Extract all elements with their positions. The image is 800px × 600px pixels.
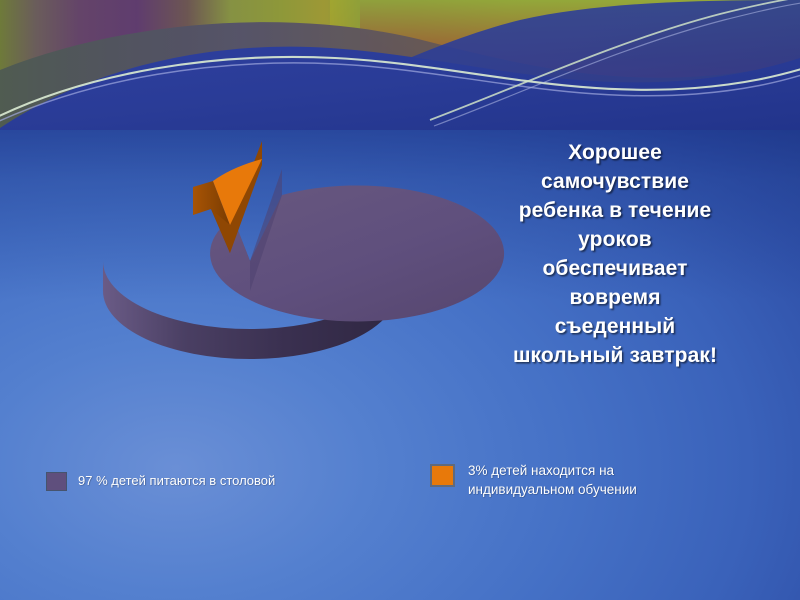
legend-item-dining-hall: 97 % детей питаются в столовой bbox=[46, 472, 275, 491]
pie-slice-exploded bbox=[193, 141, 262, 253]
legend-swatch-orange bbox=[430, 464, 455, 487]
header-wave-decoration bbox=[0, 0, 800, 130]
slide-title: Хорошее самочувствие ребенка в течение у… bbox=[512, 141, 718, 367]
pie-chart bbox=[85, 141, 505, 370]
legend-item-individual-study: 3% детей находится на индивидуальном обу… bbox=[430, 463, 637, 499]
legend-swatch-purple bbox=[46, 472, 67, 491]
pie-slice-main-top bbox=[210, 185, 505, 322]
legend-label-individual-study: 3% детей находится на индивидуальном обу… bbox=[468, 463, 637, 497]
legend-label-dining-hall: 97 % детей питаются в столовой bbox=[78, 473, 276, 488]
